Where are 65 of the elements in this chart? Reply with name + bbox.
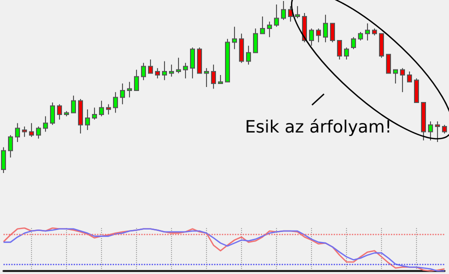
candlestick bbox=[134, 69, 139, 91]
candlestick bbox=[337, 40, 342, 60]
candlestick bbox=[113, 92, 118, 114]
candlestick bbox=[379, 33, 384, 58]
candlestick bbox=[323, 14, 328, 43]
candlestick bbox=[442, 124, 447, 134]
candlestick bbox=[22, 126, 27, 138]
candlestick bbox=[281, 0, 286, 20]
candlestick bbox=[155, 68, 160, 79]
candlestick bbox=[407, 71, 412, 82]
candlestick bbox=[50, 102, 55, 126]
candlestick bbox=[162, 60, 167, 81]
candlestick bbox=[183, 62, 188, 79]
candlestick bbox=[78, 98, 83, 134]
candlestick bbox=[15, 122, 20, 143]
candlestick bbox=[43, 116, 48, 132]
candlestick bbox=[358, 31, 363, 42]
candlestick bbox=[71, 95, 76, 114]
candlestick bbox=[8, 134, 13, 158]
candlestick bbox=[99, 100, 104, 117]
candlestick bbox=[288, 6, 293, 22]
candlestick bbox=[232, 26, 237, 50]
candlestick bbox=[36, 126, 41, 140]
candlestick bbox=[400, 68, 405, 93]
candlestick bbox=[197, 46, 202, 74]
candlestick bbox=[85, 108, 90, 130]
candlestick bbox=[309, 28, 314, 46]
candlestick bbox=[386, 54, 391, 74]
candlestick bbox=[141, 62, 146, 81]
candlestick bbox=[204, 68, 209, 88]
candlestick bbox=[316, 28, 321, 43]
candlestick bbox=[106, 104, 111, 116]
candlestick bbox=[246, 45, 251, 66]
candlestick bbox=[274, 4, 279, 28]
candlestick bbox=[295, 6, 300, 19]
candlestick bbox=[127, 81, 132, 98]
candlestick bbox=[365, 22, 370, 42]
candlestick bbox=[435, 120, 440, 143]
candlestick bbox=[176, 57, 181, 74]
candlestick bbox=[190, 46, 195, 79]
candlestick bbox=[148, 58, 153, 74]
candlestick bbox=[351, 36, 356, 50]
candlestick bbox=[57, 104, 62, 120]
candlestick bbox=[372, 28, 377, 36]
candlestick bbox=[120, 83, 125, 105]
candlestick bbox=[29, 122, 34, 138]
candlestick bbox=[218, 74, 223, 84]
candlestick bbox=[421, 102, 426, 141]
candlestick bbox=[302, 12, 307, 43]
candlestick bbox=[239, 33, 244, 64]
candlestick bbox=[393, 69, 398, 84]
candlestick bbox=[169, 64, 174, 78]
candlestick bbox=[1, 146, 6, 174]
candlestick bbox=[267, 21, 272, 38]
candlestick bbox=[344, 46, 349, 60]
candlestick bbox=[330, 22, 335, 43]
candlestick bbox=[64, 110, 69, 117]
candlestick bbox=[225, 38, 230, 82]
candlestick bbox=[414, 78, 419, 103]
candlestick bbox=[260, 16, 265, 34]
candlestick bbox=[92, 107, 97, 120]
candlestick bbox=[253, 28, 258, 54]
candlestick bbox=[211, 64, 216, 90]
candlestick bbox=[428, 120, 433, 141]
annotation: Esik az árfolyam! bbox=[245, 118, 392, 138]
